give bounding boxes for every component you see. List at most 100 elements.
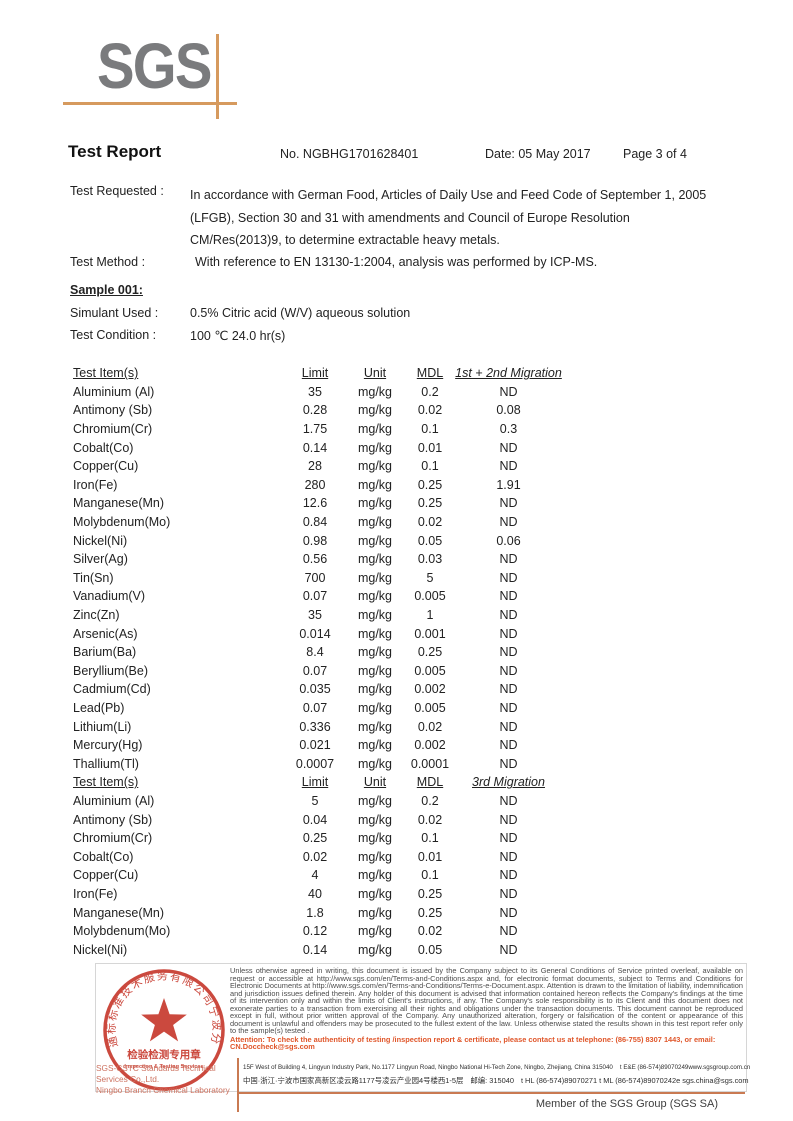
limit-value: 1.75 <box>302 422 328 437</box>
unit-value: mg/kg <box>357 756 393 771</box>
table2-header: Test Item(s) Limit Unit MDL 3rd Migratio… <box>70 773 567 792</box>
unit-value: mg/kg <box>357 868 393 883</box>
limit-value: 40 <box>308 886 322 901</box>
mdl-value: 0.25 <box>417 886 443 901</box>
result-value: 0.08 <box>496 403 521 418</box>
table-row: Nickel(Ni) 0.14 mg/kg 0.05 ND <box>70 940 567 959</box>
limit-value: 0.14 <box>302 942 328 957</box>
test-item: Chromium(Cr) <box>73 831 153 846</box>
result-value: ND <box>499 682 518 697</box>
result-value: ND <box>499 849 518 864</box>
unit-value: mg/kg <box>357 403 393 418</box>
limit-value: 0.56 <box>302 552 328 567</box>
mdl-value: 0.1 <box>421 422 439 437</box>
test-item: Silver(Ag) <box>73 552 128 567</box>
table-row: Molybdenum(Mo) 0.12 mg/kg 0.02 ND <box>70 922 567 941</box>
mdl-value: 0.0001 <box>410 756 450 771</box>
test-item: Copper(Cu) <box>73 459 139 474</box>
limit-value: 0.12 <box>302 924 328 939</box>
mdl-value: 0.2 <box>421 384 439 399</box>
table-row: Nickel(Ni) 0.98 mg/kg 0.05 0.06 <box>70 531 567 550</box>
email-address: e sgs.china@sgs.com <box>676 1076 749 1085</box>
table-row: Zinc(Zn) 35 mg/kg 1 ND <box>70 606 567 625</box>
unit-value: mg/kg <box>357 626 393 641</box>
mdl-value: 0.02 <box>417 924 443 939</box>
test-item: Barium(Ba) <box>73 645 137 660</box>
table-row: Thallium(Tl) 0.0007 mg/kg 0.0001 ND <box>70 754 567 773</box>
company-line2: Ningbo Branch Chemical Laboratory <box>96 1085 230 1095</box>
mdl-value: 0.25 <box>417 905 443 920</box>
address-en: 15F West of Building 4, Lingyun Industry… <box>243 1064 613 1071</box>
test-item: Arsenic(As) <box>73 626 138 641</box>
mdl-value: 0.25 <box>417 645 443 660</box>
attention-text: Attention: To check the authenticity of … <box>230 1034 716 1052</box>
mdl-value: 1 <box>426 608 434 623</box>
col-mdl: MDL <box>416 366 444 381</box>
test-requested-value: In accordance with German Food, Articles… <box>190 188 707 247</box>
simulant-value: 0.5% Citric acid (W/V) aqueous solution <box>190 306 411 320</box>
col-unit: Unit <box>363 775 387 790</box>
table-row: Antimony (Sb) 0.04 mg/kg 0.02 ND <box>70 810 567 829</box>
mdl-value: 0.02 <box>417 812 443 827</box>
table-row: Chromium(Cr) 0.25 mg/kg 0.1 ND <box>70 829 567 848</box>
result-value: ND <box>499 924 518 939</box>
test-item: Iron(Fe) <box>73 477 118 492</box>
mdl-value: 0.002 <box>414 682 446 697</box>
result-value: ND <box>499 570 518 585</box>
limit-value: 35 <box>308 608 322 623</box>
result-value: ND <box>499 589 518 604</box>
mdl-value: 0.1 <box>421 459 439 474</box>
limit-value: 700 <box>304 570 326 585</box>
col-migration-1-2: 1st + 2nd Migration <box>455 366 562 381</box>
table-row: Manganese(Mn) 12.6 mg/kg 0.25 ND <box>70 494 567 513</box>
table-row: Iron(Fe) 40 mg/kg 0.25 ND <box>70 885 567 904</box>
result-value: ND <box>499 459 518 474</box>
mdl-value: 0.25 <box>417 477 443 492</box>
test-item: Aluminium (Al) <box>73 793 155 808</box>
table-row: Silver(Ag) 0.56 mg/kg 0.03 ND <box>70 550 567 569</box>
test-item: Nickel(Ni) <box>73 533 128 548</box>
test-item: Lithium(Li) <box>73 719 132 734</box>
limit-value: 0.07 <box>302 589 328 604</box>
report-date: Date: 05 May 2017 <box>485 147 591 161</box>
limit-value: 5 <box>311 793 319 808</box>
table-row: Cobalt(Co) 0.14 mg/kg 0.01 ND <box>70 438 567 457</box>
unit-value: mg/kg <box>357 496 393 511</box>
limit-value: 28 <box>308 459 322 474</box>
test-item: Tin(Sn) <box>73 570 114 585</box>
mdl-value: 0.005 <box>414 663 446 678</box>
mdl-value: 0.02 <box>417 719 443 734</box>
test-item: Mercury(Hg) <box>73 738 143 753</box>
result-value: 0.06 <box>496 533 521 548</box>
table-row: Cobalt(Co) 0.02 mg/kg 0.01 ND <box>70 847 567 866</box>
limit-value: 0.035 <box>299 682 331 697</box>
table-row: Antimony (Sb) 0.28 mg/kg 0.02 0.08 <box>70 401 567 420</box>
limit-value: 0.0007 <box>295 756 335 771</box>
test-item: Cobalt(Co) <box>73 440 134 455</box>
unit-value: mg/kg <box>357 552 393 567</box>
result-value: ND <box>499 515 518 530</box>
test-item: Copper(Cu) <box>73 868 139 883</box>
limit-value: 0.84 <box>302 515 328 530</box>
phone-hl-ml: t HL (86-574)89070271 t ML (86-574)89070… <box>520 1076 677 1085</box>
logo-vertical-line <box>216 34 219 119</box>
test-item: Cobalt(Co) <box>73 849 134 864</box>
limit-value: 0.07 <box>302 700 328 715</box>
limit-value: 0.336 <box>299 719 331 734</box>
test-item: Thallium(Tl) <box>73 756 139 771</box>
col-test-items: Test Item(s) <box>73 775 139 790</box>
table-row: Aluminium (Al) 35 mg/kg 0.2 ND <box>70 383 567 402</box>
result-value: ND <box>499 384 518 399</box>
mdl-value: 0.05 <box>417 533 443 548</box>
star-icon <box>141 998 187 1042</box>
unit-value: mg/kg <box>357 440 393 455</box>
limit-value: 1.8 <box>306 905 324 920</box>
result-value: ND <box>499 905 518 920</box>
unit-value: mg/kg <box>357 459 393 474</box>
page-indicator: Page 3 of 4 <box>623 147 687 161</box>
mdl-value: 0.001 <box>414 626 446 641</box>
mdl-value: 0.01 <box>417 440 443 455</box>
table-row: Aluminium (Al) 5 mg/kg 0.2 ND <box>70 792 567 811</box>
limit-value: 0.014 <box>299 626 331 641</box>
unit-value: mg/kg <box>357 849 393 864</box>
